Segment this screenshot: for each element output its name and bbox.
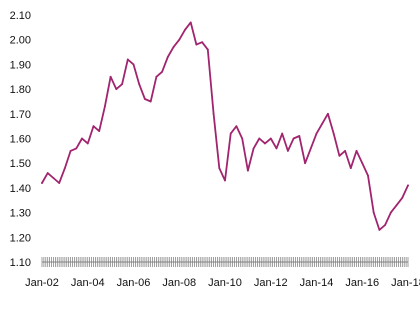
x-axis: Jan-02 Jan-04 Jan-06 Jan-08 Jan-10 Jan-12 Jan-… — [25, 257, 420, 289]
x-tick-label: Jan-06 — [117, 277, 151, 289]
data-point — [189, 21, 192, 24]
data-point — [264, 142, 266, 145]
data-point — [241, 137, 244, 140]
data-point — [292, 137, 295, 140]
x-tick-label: Jan-14 — [300, 277, 334, 289]
data-point — [206, 48, 209, 51]
data-point — [92, 125, 95, 128]
data-point — [315, 132, 318, 135]
data-point — [281, 132, 284, 135]
data-point — [149, 100, 152, 103]
data-point — [109, 75, 112, 78]
x-tick-label: Jan-02 — [25, 277, 59, 289]
data-point — [75, 147, 78, 150]
x-axis-minor-ticks — [41, 257, 409, 267]
y-tick-label: 1.20 — [10, 232, 31, 244]
data-point — [384, 224, 387, 226]
y-tick-label: 2.00 — [10, 35, 31, 47]
data-point — [212, 112, 215, 115]
data-point — [304, 162, 306, 165]
data-point — [367, 174, 369, 177]
y-tick-label: 1.50 — [10, 158, 31, 170]
y-tick-label: 1.90 — [10, 59, 31, 71]
y-axis: 2.10 2.00 1.90 1.80 1.70 1.60 1.50 1.40 1.30 1.20… — [10, 10, 31, 269]
series-points — [41, 21, 409, 231]
data-point — [327, 112, 329, 115]
y-tick-label: 2.10 — [10, 10, 31, 22]
x-tick-label: Jan-18 — [391, 277, 420, 289]
data-point — [86, 142, 89, 145]
series-line — [41, 21, 409, 231]
x-tick-label: Jan-04 — [71, 277, 105, 289]
data-point — [287, 149, 289, 152]
data-point — [349, 167, 352, 170]
data-point — [321, 122, 324, 125]
data-point — [81, 137, 83, 140]
data-point — [63, 167, 66, 170]
data-point — [138, 83, 141, 86]
data-point — [58, 182, 61, 184]
x-tick-label: Jan-10 — [208, 277, 242, 289]
x-tick-label: Jan-16 — [345, 277, 379, 289]
data-point — [115, 88, 118, 90]
data-point — [378, 228, 381, 231]
data-point — [372, 211, 375, 214]
data-point — [184, 28, 186, 31]
y-tick-label: 1.30 — [10, 208, 31, 220]
y-tick-label: 1.70 — [10, 109, 31, 121]
data-point — [98, 130, 101, 132]
data-point — [246, 169, 249, 172]
data-point — [338, 154, 341, 157]
data-point — [355, 149, 358, 152]
data-point — [52, 177, 55, 179]
series-layer — [41, 21, 409, 231]
data-point — [389, 211, 392, 214]
data-point — [298, 135, 301, 137]
data-point — [41, 182, 43, 184]
data-point — [218, 167, 221, 170]
data-point — [104, 105, 106, 108]
data-point — [252, 147, 255, 150]
data-point — [309, 147, 312, 150]
data-point — [46, 172, 49, 174]
data-point — [132, 63, 135, 66]
data-point — [126, 58, 129, 61]
data-point — [201, 41, 204, 44]
y-tick-label: 1.80 — [10, 84, 31, 96]
data-point — [269, 137, 272, 140]
y-tick-label: 1.10 — [10, 257, 31, 269]
data-point — [195, 43, 198, 46]
data-point — [144, 98, 146, 100]
data-point — [172, 46, 175, 49]
data-point — [229, 132, 232, 135]
data-point — [407, 184, 409, 187]
data-point — [224, 179, 226, 182]
data-point — [332, 132, 335, 135]
data-point — [155, 75, 158, 78]
data-point — [235, 125, 238, 128]
data-point — [395, 204, 398, 207]
data-point — [166, 56, 169, 58]
x-tick-label: Jan-08 — [162, 277, 196, 289]
data-point — [258, 137, 261, 140]
data-point — [161, 70, 163, 73]
data-point — [178, 38, 181, 41]
y-tick-label: 1.40 — [10, 183, 31, 195]
data-point — [69, 149, 72, 152]
data-point — [344, 149, 346, 152]
data-point — [121, 83, 123, 86]
data-point — [275, 147, 278, 150]
y-tick-label: 1.60 — [10, 134, 31, 146]
x-tick-label: Jan-12 — [254, 277, 288, 289]
data-point — [401, 196, 404, 199]
data-point — [361, 162, 364, 165]
